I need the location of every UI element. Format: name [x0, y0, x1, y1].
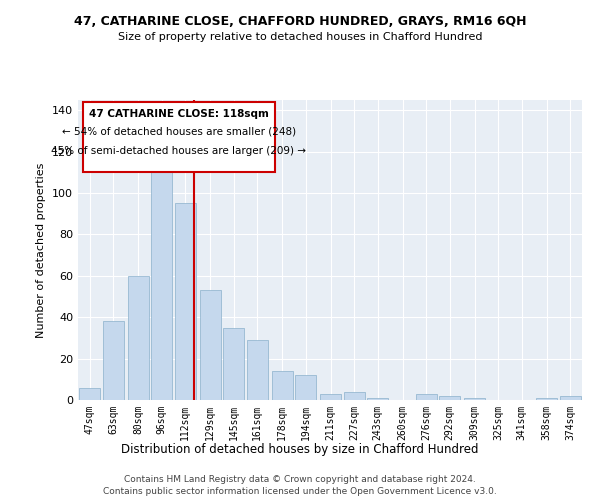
Text: 45% of semi-detached houses are larger (209) →: 45% of semi-detached houses are larger (… [52, 146, 307, 156]
Bar [439, 396, 460, 400]
Bar [536, 398, 557, 400]
Bar [79, 388, 100, 400]
Text: Contains HM Land Registry data © Crown copyright and database right 2024.: Contains HM Land Registry data © Crown c… [124, 475, 476, 484]
Bar [175, 204, 196, 400]
Bar [295, 375, 316, 400]
Bar [560, 396, 581, 400]
Bar [223, 328, 244, 400]
Bar [367, 398, 388, 400]
Bar [151, 164, 172, 400]
Bar [320, 394, 341, 400]
Text: 47 CATHARINE CLOSE: 118sqm: 47 CATHARINE CLOSE: 118sqm [89, 109, 269, 119]
Bar [416, 394, 437, 400]
Text: ← 54% of detached houses are smaller (248): ← 54% of detached houses are smaller (24… [62, 127, 296, 137]
Bar [128, 276, 149, 400]
Y-axis label: Number of detached properties: Number of detached properties [37, 162, 46, 338]
Bar [464, 398, 485, 400]
Text: Distribution of detached houses by size in Chafford Hundred: Distribution of detached houses by size … [121, 442, 479, 456]
Bar [344, 392, 365, 400]
Bar [103, 322, 124, 400]
FancyBboxPatch shape [83, 102, 275, 172]
Text: Contains public sector information licensed under the Open Government Licence v3: Contains public sector information licen… [103, 488, 497, 496]
Text: 47, CATHARINE CLOSE, CHAFFORD HUNDRED, GRAYS, RM16 6QH: 47, CATHARINE CLOSE, CHAFFORD HUNDRED, G… [74, 15, 526, 28]
Bar [272, 371, 293, 400]
Bar [247, 340, 268, 400]
Text: Size of property relative to detached houses in Chafford Hundred: Size of property relative to detached ho… [118, 32, 482, 42]
Bar [200, 290, 221, 400]
